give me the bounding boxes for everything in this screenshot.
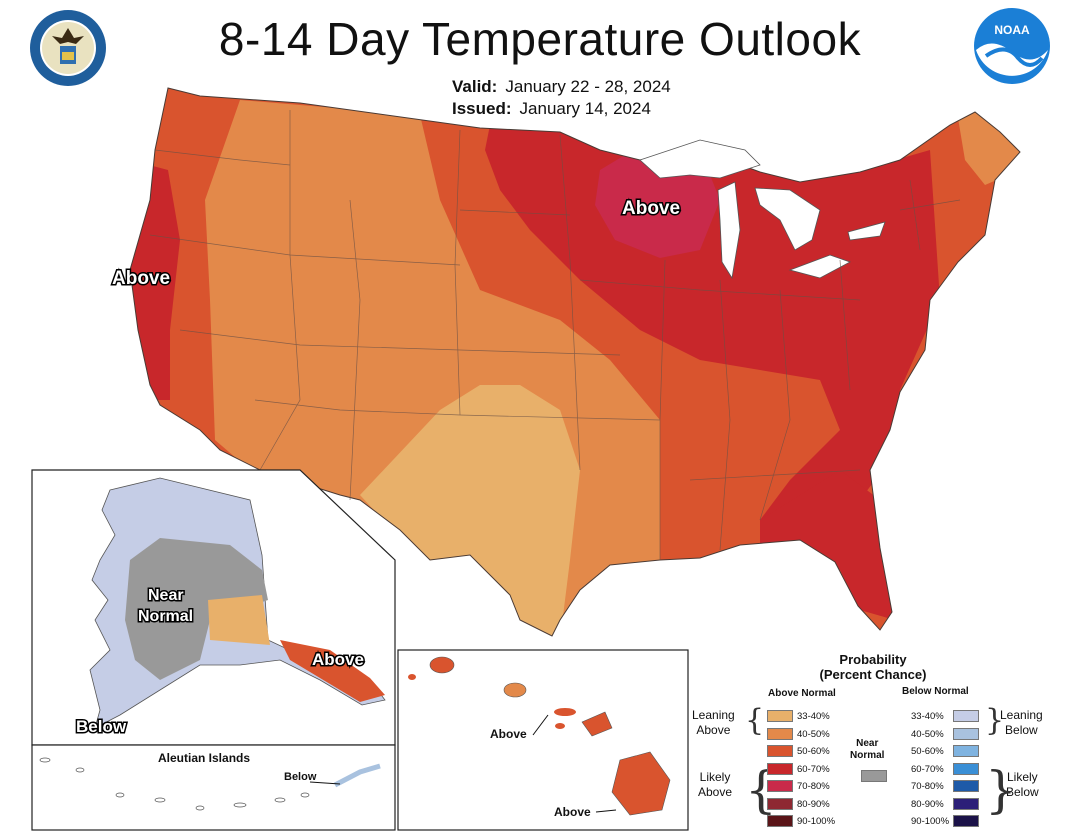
conus-west-label: Above xyxy=(112,268,170,289)
alaska-above-label: Above xyxy=(312,650,364,669)
legend-near-swatch xyxy=(861,770,887,782)
hawaii-big-island-label: Above xyxy=(554,805,591,819)
legend-above-range-3: 60-70% xyxy=(797,763,830,775)
alaska-near-normal-label-1: Near xyxy=(148,587,184,604)
department-of-commerce-seal-icon xyxy=(30,10,106,86)
legend-below-swatch-3 xyxy=(953,762,979,775)
alaska-below-label: Below xyxy=(76,717,127,736)
legend-near-header-line2: Normal xyxy=(850,750,885,761)
legend-leaning-below-brace: } xyxy=(985,703,1005,738)
legend-above-range-5: 80-90% xyxy=(797,798,830,810)
legend-likely-below-brace: } xyxy=(985,761,1017,819)
legend-leaning-above-brace: { xyxy=(745,703,765,738)
noaa-logo-text: NOAA xyxy=(994,23,1030,37)
legend-above-swatch-4 xyxy=(767,780,793,792)
legend-below-swatch-0 xyxy=(953,710,979,722)
issued-value: January 14, 2024 xyxy=(519,99,651,118)
legend-likely-above-line2: Above xyxy=(698,785,733,799)
legend-below-range-0: 33-40% xyxy=(911,711,944,722)
aleutian-inset: Aleutian Islands Below xyxy=(31,744,396,831)
legend-above-swatch-1 xyxy=(767,727,793,740)
legend-likely-below-line2: Below xyxy=(1006,785,1039,799)
legend-below-range-5: 80-90% xyxy=(911,798,944,810)
legend-below-swatch-1 xyxy=(953,727,979,740)
legend-likely-below: Likely Below xyxy=(1006,770,1039,800)
legend-near-header: Near Normal xyxy=(850,738,884,762)
legend-above-header: Above Normal xyxy=(768,688,836,699)
legend-below-range-2: 50-60% xyxy=(911,746,944,757)
legend-leaning-below-line1: Leaning xyxy=(1000,708,1043,722)
legend-below-swatch-5 xyxy=(953,797,979,810)
legend-leaning-below-line2: Below xyxy=(1005,723,1038,737)
valid-dates: Valid: January 22 - 28, 2024 xyxy=(452,77,671,97)
great-lakes xyxy=(639,139,886,280)
legend-above-swatch-6 xyxy=(767,815,793,827)
legend-below-swatch-2 xyxy=(953,745,979,757)
legend-above-range-0: 33-40% xyxy=(797,711,830,722)
issued-date: Issued: January 14, 2024 xyxy=(452,99,651,119)
alaska-near-normal-label-2: Normal xyxy=(138,608,193,625)
legend-below-range-6: 90-100% xyxy=(911,816,950,827)
page-title: 8-14 Day Temperature Outlook xyxy=(218,13,862,65)
aleutian-title: Aleutian Islands xyxy=(158,751,250,765)
hawaii-oahu-label: Above xyxy=(490,727,527,741)
legend-above-swatch-2 xyxy=(767,745,793,757)
conus-great-lakes-label: Above xyxy=(622,198,680,219)
legend-leaning-below: Leaning Below xyxy=(1000,708,1043,738)
legend-below-range-1: 40-50% xyxy=(911,728,944,740)
legend-above-range-1: 40-50% xyxy=(797,728,830,740)
legend-near-header-line1: Near xyxy=(856,738,879,749)
legend-above-range-2: 50-60% xyxy=(797,746,830,757)
legend-above-range-4: 70-80% xyxy=(797,781,830,792)
legend-title: Probability (Percent Chance) xyxy=(760,652,986,682)
legend-title-line1: Probability xyxy=(839,652,907,667)
legend-above-swatch-5 xyxy=(767,797,793,810)
state-boundaries xyxy=(149,110,961,560)
legend-below-range-4: 70-80% xyxy=(911,781,944,792)
legend-above-range-6: 90-100% xyxy=(797,816,836,827)
legend-below-header: Below Normal xyxy=(902,686,969,697)
legend-leaning-above: Leaning Above xyxy=(692,708,735,738)
legend-likely-above-line1: Likely xyxy=(699,770,731,784)
legend-above-swatch-0 xyxy=(767,710,793,722)
hawaii-inset: Above Above xyxy=(397,649,689,831)
legend-below-swatch-6 xyxy=(953,815,979,827)
issued-label: Issued: xyxy=(452,99,512,118)
aleutian-below-label: Below xyxy=(284,771,317,783)
legend-leaning-above-line1: Leaning xyxy=(692,708,735,722)
legend-below-range-3: 60-70% xyxy=(911,763,944,775)
alaska-inset: Near Normal Above Below xyxy=(31,469,396,746)
legend-title-line2: (Percent Chance) xyxy=(819,667,927,682)
legend-below-swatch-4 xyxy=(953,780,979,792)
valid-value: January 22 - 28, 2024 xyxy=(505,77,671,96)
valid-label: Valid: xyxy=(452,77,498,96)
legend-above-swatch-3 xyxy=(767,762,793,775)
legend-leaning-above-line2: Above xyxy=(696,723,731,737)
legend-likely-below-line1: Likely xyxy=(1007,770,1038,784)
legend-likely-above: Likely Above xyxy=(698,770,732,800)
noaa-logo-icon: NOAA xyxy=(974,8,1050,84)
